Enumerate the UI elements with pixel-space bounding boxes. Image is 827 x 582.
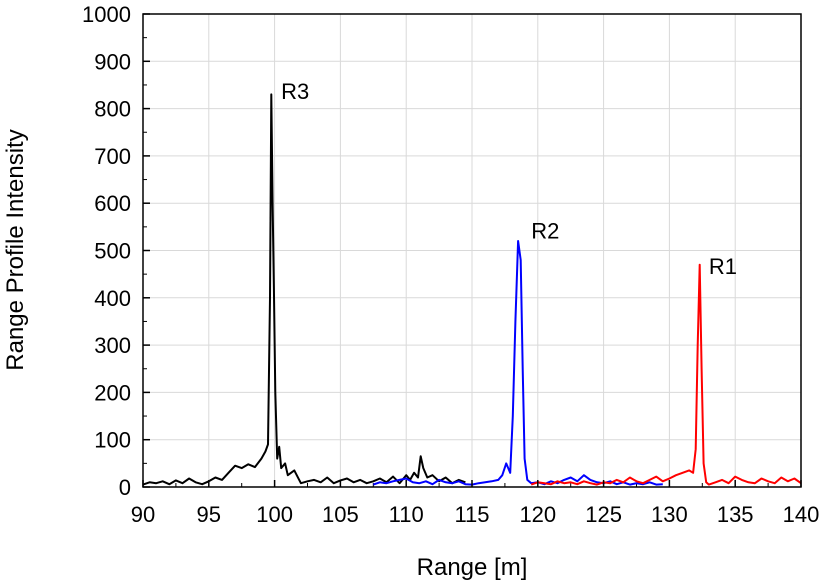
- x-tick-label: 135: [717, 502, 754, 527]
- peak-label: R2: [531, 219, 559, 244]
- x-tick-label: 120: [519, 502, 556, 527]
- x-tick-label: 95: [197, 502, 221, 527]
- y-axis-ticks: 0 100 200 300 400 500 600 700 800 900 1000: [82, 2, 150, 500]
- y-tick-label: 800: [94, 97, 131, 122]
- x-tick-label: 100: [256, 502, 293, 527]
- grid-lines: [143, 14, 801, 487]
- x-tick-label: 115: [454, 502, 489, 527]
- x-axis-ticks: 90 95 100 105 110 115 120 125 130 135 140: [131, 480, 820, 527]
- y-axis-title: Range Profile Intensity: [2, 129, 29, 370]
- minor-ticks: [143, 37, 769, 487]
- series-red-line: [530, 263, 802, 486]
- series-blue-line: [372, 240, 663, 486]
- series-black-line: [142, 93, 466, 486]
- y-tick-label: 300: [94, 333, 131, 358]
- y-tick-label: 500: [94, 239, 131, 264]
- x-axis-title: Range [m]: [417, 554, 528, 581]
- y-tick-label: 100: [94, 428, 131, 453]
- x-tick-label: 140: [783, 502, 820, 527]
- peak-label: R3: [281, 79, 309, 104]
- x-tick-label: 125: [585, 502, 622, 527]
- y-tick-label: 1000: [82, 2, 131, 27]
- x-tick-label: 110: [389, 502, 424, 527]
- peak-label: R1: [709, 254, 737, 279]
- y-tick-label: 200: [94, 380, 131, 405]
- x-tick-label: 90: [131, 502, 155, 527]
- y-tick-label: 900: [94, 49, 131, 74]
- annotations: R3 R2 R1: [281, 79, 737, 279]
- y-tick-label: 600: [94, 191, 131, 216]
- y-tick-label: 0: [119, 475, 131, 500]
- y-tick-label: 700: [94, 144, 131, 169]
- y-tick-label: 400: [94, 286, 131, 311]
- x-tick-label: 130: [651, 502, 688, 527]
- x-tick-label: 105: [322, 502, 359, 527]
